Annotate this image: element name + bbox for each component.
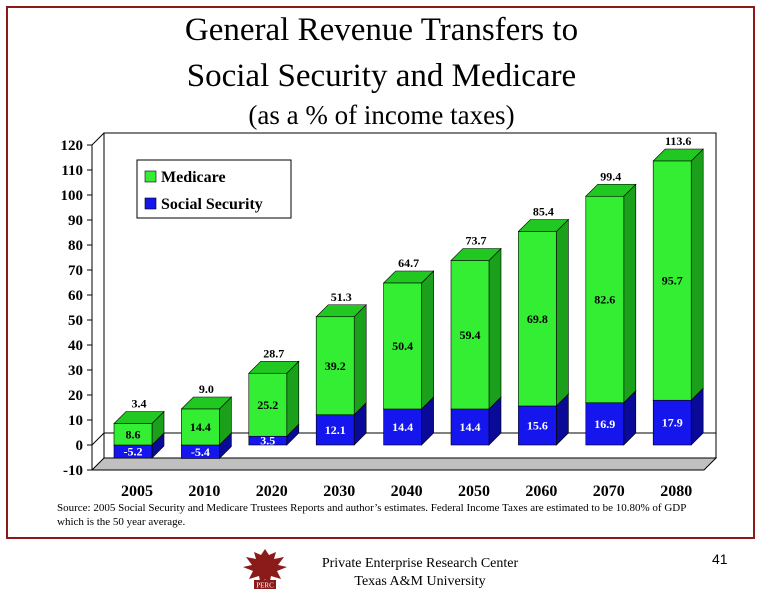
label-medicare-2010: 14.4 [190,420,211,434]
bar-medicare-2005 [113,423,153,446]
label-total-2040: 64.7 [398,256,419,270]
y-tick-label-5: 40 [68,338,83,354]
legend-label-medicare: Medicare [161,169,226,186]
x-tick-label-2070: 2070 [593,483,625,500]
y-tick-label-13: 120 [61,138,84,154]
x-tick-label-2060: 2060 [525,483,557,500]
bar-social-security-2080 [652,399,692,446]
bar-medicare-2020-side [286,360,300,437]
x-tick-label-2030: 2030 [323,483,355,500]
label-total-2030: 51.3 [331,290,352,304]
label-total-2080: 113.6 [665,134,691,148]
y-tick-label-10: 90 [68,213,83,229]
label-social-security-2005: -5.2 [124,445,143,459]
y-tick-label-4: 30 [68,363,83,379]
label-social-security-2070: 16.9 [594,417,615,431]
plot-floor [90,457,718,471]
legend-swatch-medicare [144,170,157,183]
label-medicare-2070: 82.6 [594,293,615,307]
y-tick-label-9: 80 [68,238,83,254]
bar-medicare-2050 [450,260,490,410]
label-total-2060: 85.4 [533,205,554,219]
label-total-2010: 9.0 [199,382,214,396]
x-tick-label-2020: 2020 [256,483,288,500]
bar-social-security-2060 [518,405,557,446]
label-medicare-2050: 59.4 [460,328,481,342]
zero-line-side [91,432,105,446]
bar-medicare-2070 [585,195,625,404]
chart-subtitle: (as a % of income taxes) [248,100,515,130]
footer-org-line-2: Texas A&M University [354,574,486,589]
label-medicare-2030: 39.2 [325,359,346,373]
source-note: Source: 2005 Social Security and Medicar… [57,502,686,528]
x-tick-label-2010: 2010 [188,483,220,500]
label-medicare-2060: 69.8 [527,312,548,326]
stacked-bar-chart: -100102030405060708090100110120-5.28.63.… [61,132,718,500]
x-tick-label-2050: 2050 [458,483,490,500]
label-medicare-2020: 25.2 [257,398,278,412]
label-social-security-2040: 14.4 [392,420,413,434]
bar-medicare-2030 [315,316,355,416]
label-total-2050: 73.7 [466,234,487,248]
chart-title-line-1: General Revenue Transfers to [184,12,579,48]
bar-medicare-2030-side [353,304,367,416]
bar-social-security-2050 [450,408,490,446]
label-total-2020: 28.7 [263,346,284,360]
y-tick-label-6: 50 [68,313,83,329]
perc-eagle-logo: PERC [243,549,287,590]
wall-edge-top [91,132,105,146]
y-tick-label-3: 20 [68,388,83,404]
bar-social-security-2070 [585,402,625,446]
bar-medicare-2040 [383,282,422,410]
bar-medicare-2040-side [421,270,434,410]
label-medicare-2040: 50.4 [392,339,413,353]
logo-text: PERC [256,582,274,590]
y-tick-label-8: 70 [68,263,83,279]
label-social-security-2050: 14.4 [460,420,481,434]
y-tick-label-7: 60 [68,288,83,304]
label-social-security-2060: 15.6 [527,419,548,433]
label-social-security-2080: 17.9 [662,416,683,430]
label-medicare-2080: 95.7 [662,274,683,288]
bar-medicare-2010 [181,408,220,446]
label-social-security-2030: 12.1 [325,423,346,437]
label-medicare-2005: 8.6 [126,427,141,441]
legend-label-social-security: Social Security [161,196,263,213]
bar-medicare-2070-side [623,183,637,404]
x-tick-label-2080: 2080 [660,483,692,500]
y-tick-label-12: 110 [61,163,83,179]
bar-social-security-2040 [383,408,422,446]
footer-organization: Private Enterprise Research Center Texas… [300,555,540,591]
slide-number: 41 [712,551,728,567]
bar-medicare-2060 [518,231,557,407]
label-social-security-2010: -5.4 [191,445,210,459]
y-tick-label-2: 10 [68,413,83,429]
y-tick-label-11: 100 [61,188,84,204]
x-tick-label-2005: 2005 [121,483,153,500]
bar-medicare-2050-side [488,247,502,410]
x-tick-label-2040: 2040 [391,483,423,500]
y-tick-label-1: 0 [76,438,84,454]
label-total-2070: 99.4 [600,169,621,183]
label-total-2005: 3.4 [132,397,147,411]
bar-medicare-2080-side [690,148,704,401]
bar-medicare-2060-side [556,218,569,407]
label-social-security-2020: 3.5 [260,434,275,448]
legend-swatch-social-security [144,197,157,210]
chart-title-line-2: Social Security and Medicare [186,58,577,94]
footer-org-line-1: Private Enterprise Research Center [321,556,519,571]
bar-medicare-2020 [248,372,288,437]
y-tick-label-0: -10 [63,463,83,479]
legend-box [136,159,292,219]
bar-medicare-2080 [652,160,692,401]
